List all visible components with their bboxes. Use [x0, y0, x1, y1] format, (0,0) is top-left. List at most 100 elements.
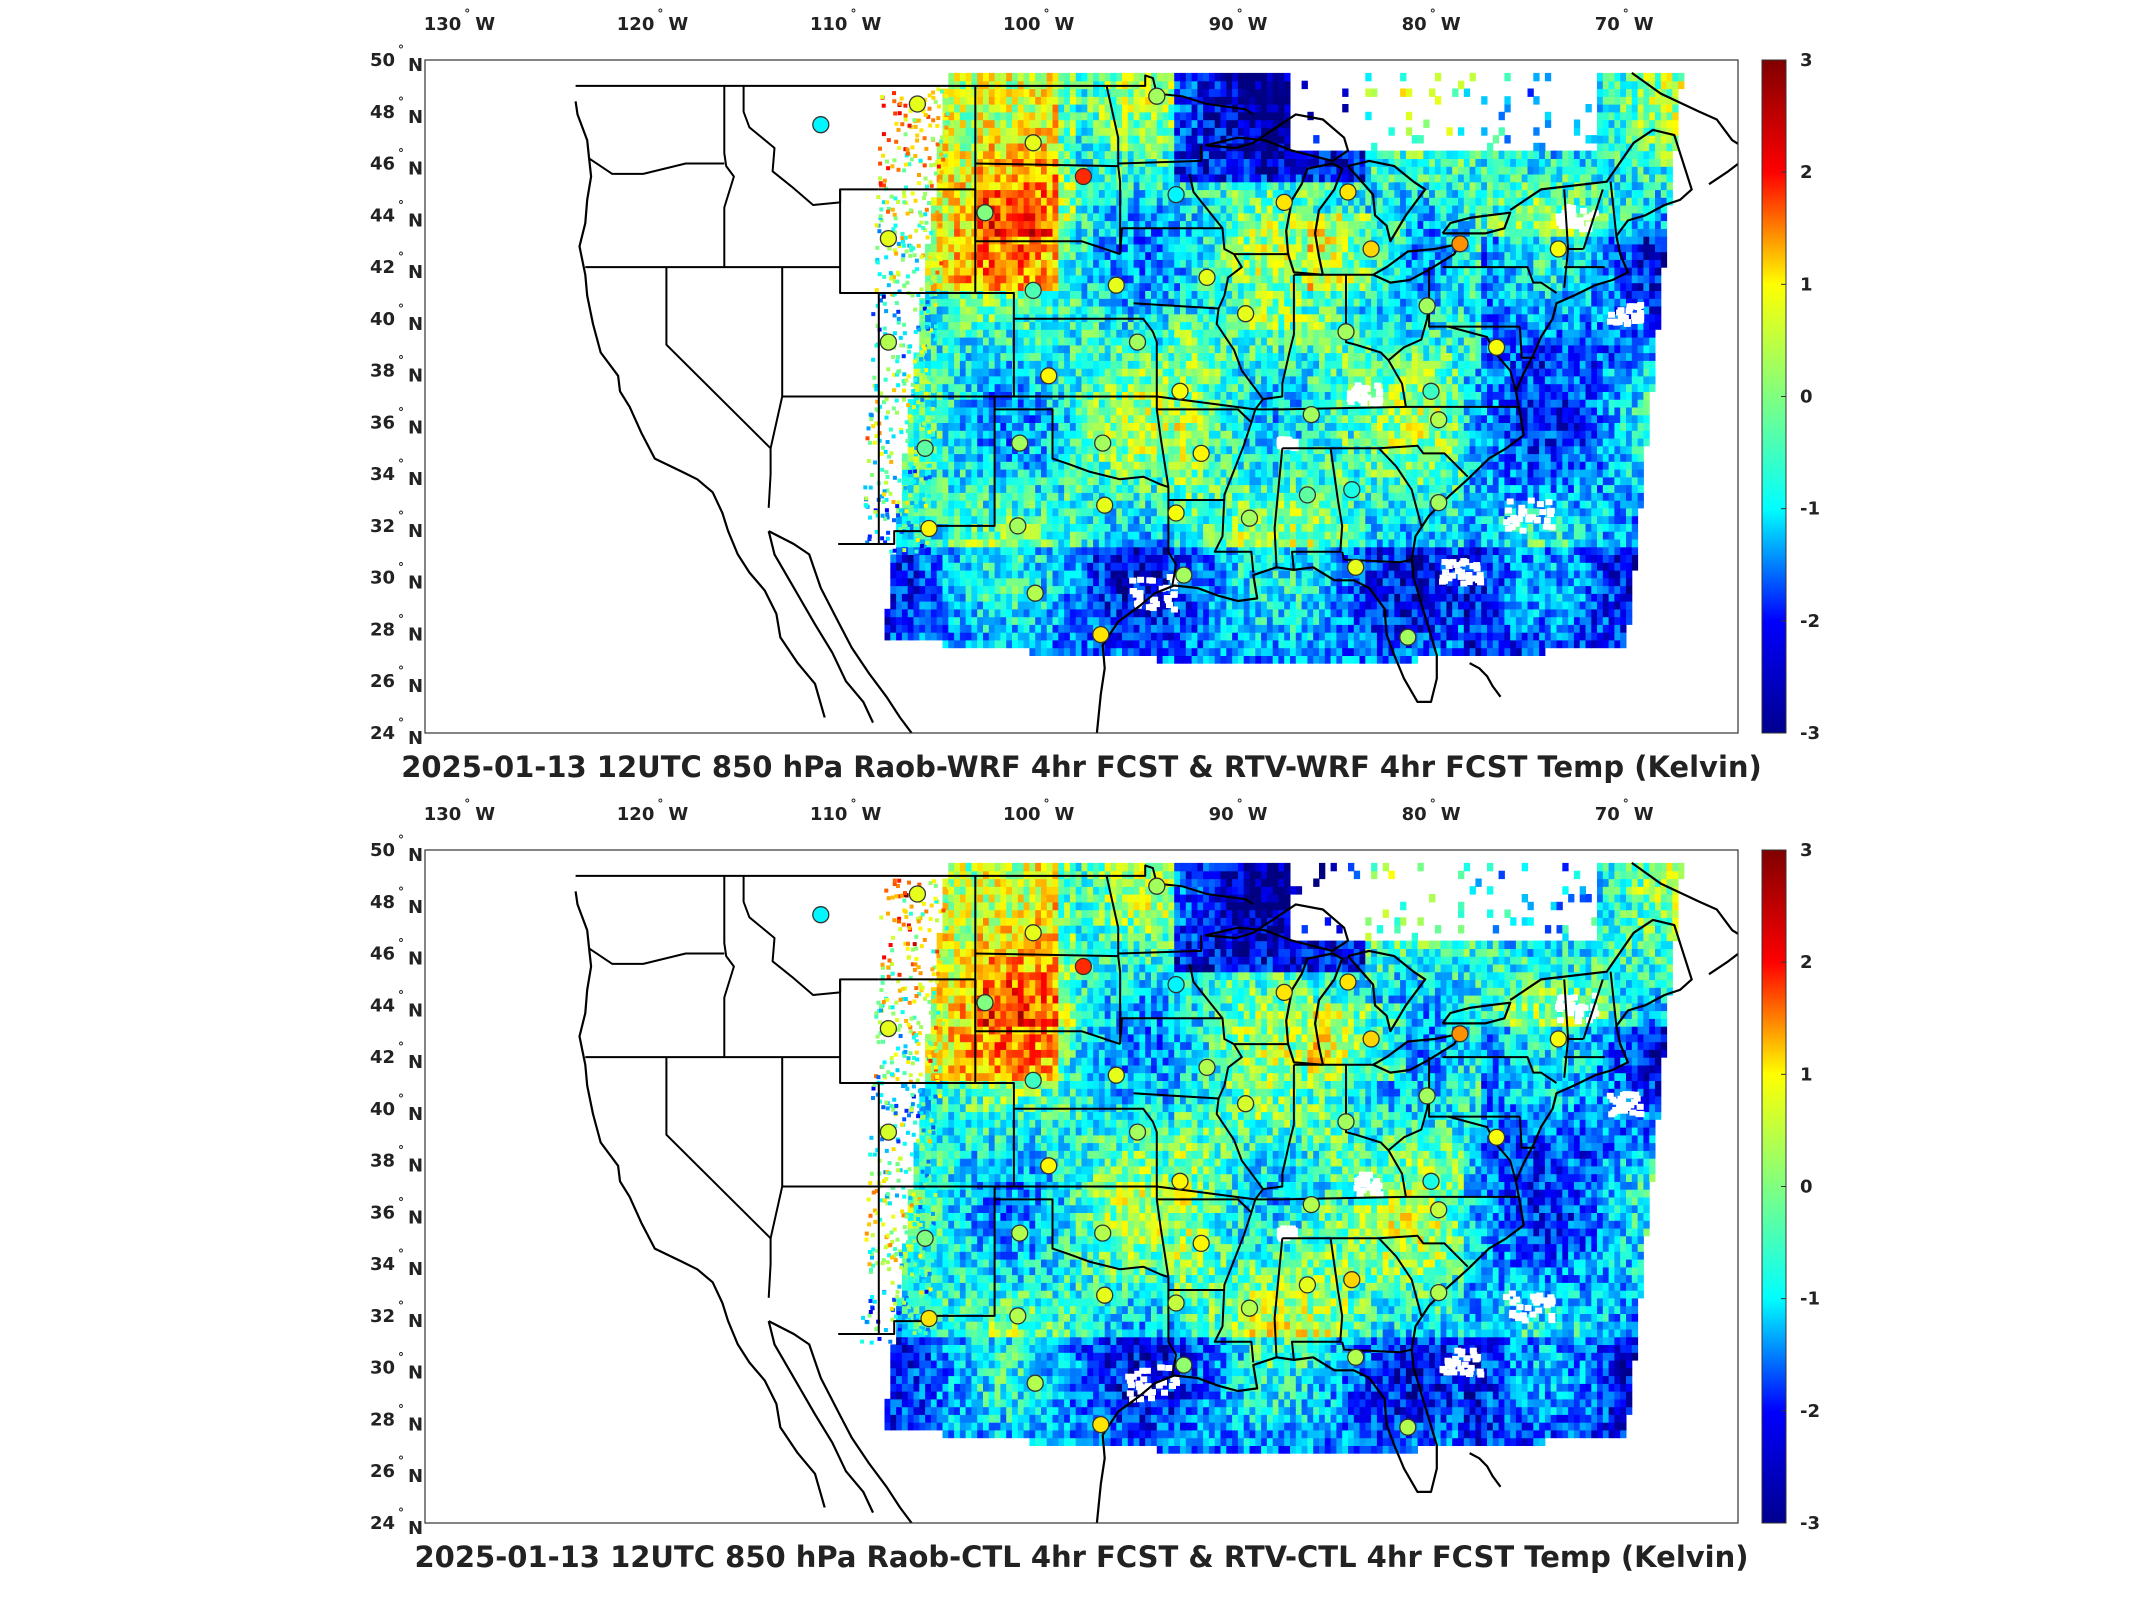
- raob-station-marker: [1399, 628, 1417, 646]
- colorbar: 3 2 1 0 -1 -2 -3: [1761, 840, 1820, 1534]
- raob-station-marker: [1175, 1356, 1193, 1374]
- raob-station-marker: [1339, 973, 1357, 991]
- raob-station-marker: [1024, 281, 1042, 300]
- lat-tick-label: 46 °N: [370, 937, 423, 970]
- lat-tick-label: 50 °N: [370, 43, 423, 76]
- map-axes-frame: [424, 59, 1739, 734]
- raob-station-marker: [1347, 1348, 1365, 1366]
- lat-tick-label: 24 °N: [370, 1506, 423, 1539]
- lat-tick-label: 38 °N: [370, 1144, 423, 1177]
- lat-tick-label: 32 °N: [370, 509, 423, 542]
- map-axes-frame: [424, 849, 1739, 1524]
- raob-station-marker: [1009, 517, 1027, 535]
- raob-station-marker: [879, 333, 898, 351]
- raob-station-marker: [812, 116, 830, 134]
- raob-station-marker: [1198, 1058, 1216, 1077]
- lon-tick-label: 80 ° W: [1402, 7, 1461, 35]
- raob-station-marker: [1343, 1271, 1361, 1289]
- lat-tick-label: 44 °N: [370, 988, 423, 1021]
- raob-station-marker: [1198, 268, 1216, 287]
- raob-station-marker: [1128, 1123, 1147, 1141]
- raob-station-marker: [1167, 504, 1185, 522]
- raob-station-marker: [1092, 1415, 1110, 1434]
- lon-tick-label: 80 ° W: [1402, 797, 1461, 825]
- lat-tick-label: 28 °N: [370, 612, 423, 645]
- raob-station-marker: [1339, 183, 1357, 201]
- raob-station-marker: [1026, 584, 1044, 602]
- colorbar-tick-label: 1: [1800, 274, 1813, 295]
- raob-station-marker: [1240, 509, 1259, 527]
- raob-station-marker: [1167, 975, 1185, 994]
- colorbar-tick-label: 1: [1800, 1064, 1813, 1085]
- map-outlines: [574, 72, 1738, 733]
- lat-tick-label: 44 °N: [370, 198, 423, 231]
- raob-station-marker: [1549, 240, 1568, 258]
- lon-tick-label: 130 ° W: [424, 7, 496, 35]
- raob-station-marker: [1337, 1113, 1355, 1131]
- colorbar-tick-label: -1: [1800, 499, 1820, 520]
- raob-station-marker: [1451, 1025, 1469, 1043]
- raob-station-marker: [1096, 496, 1114, 514]
- raob-station-marker: [1148, 877, 1166, 895]
- colorbar-tick-label: -2: [1800, 1401, 1820, 1422]
- raob-station-marker: [1430, 1283, 1448, 1302]
- raob-station-marker: [1347, 558, 1365, 576]
- raob-station-marker: [1009, 1307, 1027, 1325]
- lat-tick-label: 34 °N: [370, 1247, 423, 1280]
- map-figure: 130 ° W 120 ° W 110 ° W 100 ° W 90 ° W 80 ° W 70 ° W 50 °N 48 °N…: [370, 7, 1820, 784]
- lon-tick-label: 100 ° W: [1003, 797, 1075, 825]
- raob-station-marker: [1430, 411, 1448, 429]
- lat-tick-label: 42 °N: [370, 250, 423, 283]
- lon-tick-label: 100 ° W: [1003, 7, 1075, 35]
- raob-station-marker: [1094, 434, 1112, 452]
- lon-tick-label: 130 ° W: [424, 797, 496, 825]
- colorbar-tick-label: 2: [1800, 162, 1813, 183]
- raob-station-marker: [1275, 983, 1293, 1002]
- raob-station-marker: [1422, 382, 1440, 400]
- lon-tick-label: 110 ° W: [810, 797, 882, 825]
- raob-station-marker: [1040, 367, 1058, 385]
- lon-tick-label: 70 ° W: [1595, 797, 1654, 825]
- raob-station-marker: [1362, 240, 1380, 258]
- lon-tick-label: 90 ° W: [1209, 797, 1268, 825]
- raob-station-marker: [1298, 1276, 1317, 1294]
- raob-station-marker: [1171, 382, 1189, 400]
- lat-tick-label: 26 °N: [370, 664, 423, 697]
- raob-station-marker: [1549, 1030, 1568, 1048]
- raob-station-marker: [1167, 1294, 1185, 1312]
- raob-station-marker: [812, 906, 830, 924]
- raob-station-marker: [976, 994, 994, 1012]
- lon-tick-label: 110 ° W: [810, 7, 882, 35]
- raob-station-marker: [1024, 1071, 1042, 1090]
- lat-tick-label: 30 °N: [370, 1351, 423, 1384]
- lat-tick-label: 40 °N: [370, 302, 423, 335]
- raob-station-marker: [1096, 1286, 1114, 1304]
- raob-station-marker: [1171, 1172, 1189, 1190]
- raob-station-marker: [1236, 305, 1255, 323]
- raob-station-marker: [1302, 405, 1320, 424]
- lon-tick-label: 120 ° W: [617, 7, 689, 35]
- raob-station-marker: [1302, 1195, 1320, 1214]
- raob-station-marker: [976, 204, 994, 222]
- lat-tick-label: 46 °N: [370, 147, 423, 180]
- raob-stations: [812, 877, 1568, 1436]
- raob-station-marker: [1236, 1095, 1255, 1113]
- lat-tick-label: 50 °N: [370, 833, 423, 866]
- lat-tick-label: 28 °N: [370, 1402, 423, 1435]
- lat-tick-label: 32 °N: [370, 1299, 423, 1332]
- map-panel-wrf: 130 ° W 120 ° W 110 ° W 100 ° W 90 ° W 80 ° W 70 ° W 50 ° N 48 ° N…: [370, 7, 1820, 784]
- colorbar-tick-label: -1: [1800, 1289, 1820, 1310]
- colorbar-tick-label: -3: [1800, 723, 1820, 744]
- raob-station-marker: [1074, 167, 1093, 186]
- raob-station-marker: [1422, 1172, 1440, 1190]
- lat-tick-label: 24 °N: [370, 716, 423, 749]
- raob-station-marker: [1451, 235, 1469, 253]
- raob-station-marker: [1399, 1418, 1417, 1436]
- raob-station-marker: [1128, 333, 1147, 351]
- colorbar-tick-label: 3: [1800, 840, 1813, 861]
- raob-station-marker: [920, 1309, 938, 1328]
- raob-station-marker: [1362, 1030, 1380, 1048]
- raob-station-marker: [1148, 87, 1166, 105]
- map-panel-ctl: 130 ° W 120 ° W 110 ° W 100 ° W 90 ° W 80 ° W 70 ° W 50 ° N 48 ° N…: [0, 790, 2133, 1590]
- lat-tick-label: 26 °N: [370, 1454, 423, 1487]
